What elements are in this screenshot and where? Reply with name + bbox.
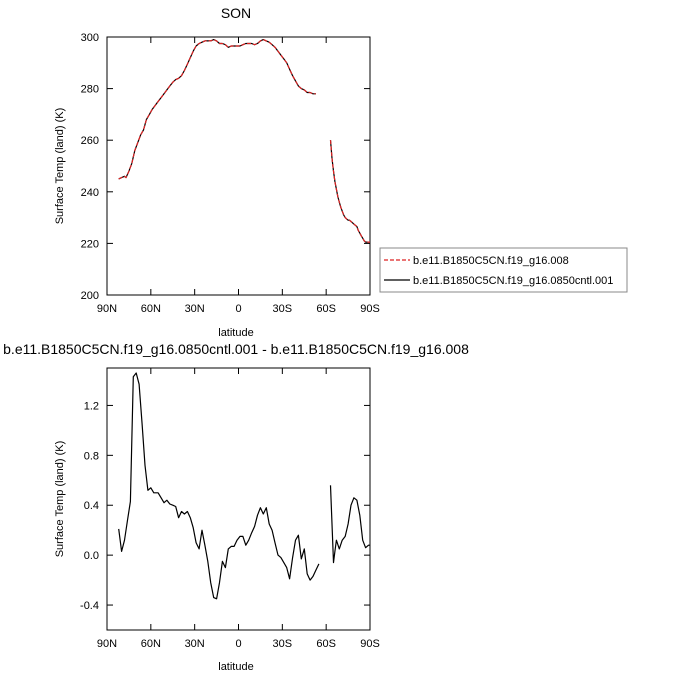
top-x-tick-label: 60N: [141, 303, 161, 315]
top-series-lines: [118, 38, 370, 243]
bottom-series-0-line-0: [118, 372, 320, 600]
bottom-x-tick-label: 90S: [360, 638, 380, 650]
top-series-0-line-0: [118, 38, 316, 180]
top-y-tick-label: 240: [81, 187, 99, 199]
bottom-chart-title: b.e11.B1850C5CN.f19_g16.0850cntl.001 - b…: [3, 341, 469, 357]
top-x-tick-label: 90S: [360, 303, 380, 315]
legend-box: [379, 247, 628, 293]
top-x-tick-label: 0: [235, 303, 241, 315]
bottom-y-axis-label: Surface Temp (land) (K): [54, 441, 66, 558]
top-series-1-line-0: [118, 38, 316, 180]
legend-label-0: b.e11.B1850C5CN.f19_g16.008: [413, 255, 569, 267]
bottom-x-axis-label: latitude: [218, 661, 253, 673]
legend-label-1: b.e11.B1850C5CN.f19_g16.0850cntl.001: [413, 275, 613, 287]
bottom-series-lines: [118, 372, 370, 600]
top-x-tick-label: 30S: [273, 303, 293, 315]
top-x-tick-label: 90N: [97, 303, 117, 315]
top-axis-ticks: 90N 60N 30N 0 30S 60S 90S 200 220 240 260 280 300: [81, 32, 380, 315]
bottom-x-tick-label: 60N: [141, 638, 161, 650]
bottom-axis-ticks: 90N 60N 30N 0 30S 60S 90S -0.4 0.0 0.4 0.8 1.2: [80, 368, 380, 650]
top-y-tick-label: 280: [81, 84, 99, 96]
top-y-tick-label: 200: [81, 290, 99, 302]
top-y-tick-label: 300: [81, 32, 99, 44]
bottom-x-tick-label: 30N: [185, 638, 205, 650]
bottom-y-tick-label: 0.4: [84, 500, 99, 512]
bottom-y-tick-label: 0.8: [84, 450, 99, 462]
top-x-tick-label: 30N: [185, 303, 205, 315]
bottom-x-tick-label: 60S: [316, 638, 336, 650]
top-y-tick-label: 220: [81, 238, 99, 250]
bottom-y-tick-label: 1.2: [84, 400, 99, 412]
bottom-y-tick-label: 0.0: [84, 550, 99, 562]
legend: b.e11.B1850C5CN.f19_g16.008 b.e11.B1850C…: [379, 247, 628, 293]
bottom-y-tick-label: -0.4: [80, 600, 99, 612]
top-x-tick-label: 60S: [316, 303, 336, 315]
bottom-panel: b.e11.B1850C5CN.f19_g16.0850cntl.001 - b…: [3, 341, 469, 673]
top-x-axis-label: latitude: [218, 327, 253, 339]
bottom-x-tick-label: 0: [235, 638, 241, 650]
top-chart-title: SON: [221, 5, 251, 21]
top-y-axis-label: Surface Temp (land) (K): [54, 108, 66, 225]
top-series-0-line-1: [329, 140, 370, 243]
bottom-x-tick-label: 90N: [97, 638, 117, 650]
bottom-x-tick-label: 30S: [273, 638, 293, 650]
bottom-series-0-line-1: [329, 485, 370, 564]
top-y-tick-label: 260: [81, 135, 99, 147]
top-plot-frame: [106, 36, 371, 296]
top-panel: SON 90N 60N 30N 0 30S 60S 90S 200 220 240 260 280 30…: [54, 5, 380, 339]
